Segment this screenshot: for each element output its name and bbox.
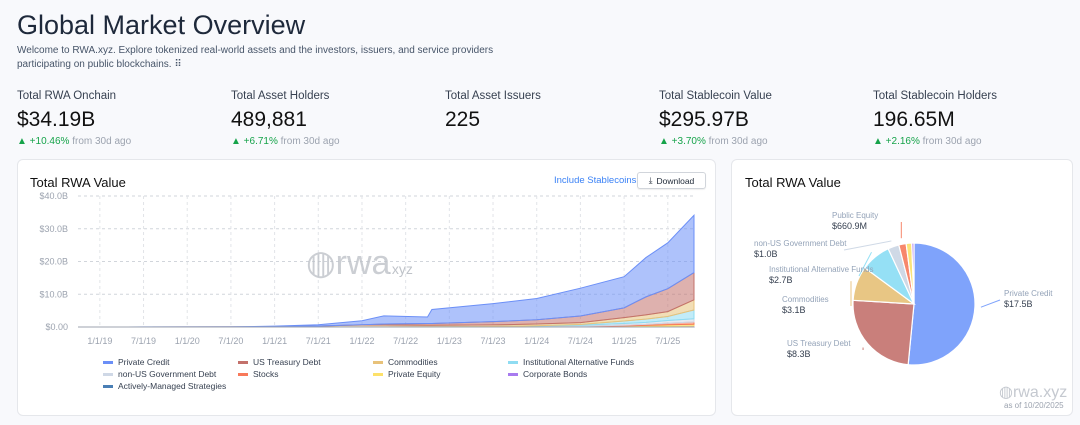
legend-swatch [373, 360, 383, 364]
stat-label: Total Stablecoin Value [659, 90, 772, 102]
stat-change: ▲ +2.16% from 30d ago [873, 136, 982, 147]
area-series-private-credit [77, 214, 695, 328]
pie-label-name: Commodities [782, 295, 829, 304]
x-tick-label: 1/1/22 [349, 336, 374, 346]
legend-swatch [238, 360, 248, 364]
legend-item[interactable]: Actively-Managed Strategies [103, 381, 226, 391]
x-tick-label: 7/1/25 [655, 336, 680, 346]
watermark-logo: ◍rwa.xyz [999, 384, 1068, 401]
page-title: Global Market Overview [17, 10, 306, 40]
legend-swatch [103, 372, 113, 376]
x-tick-label: 7/1/21 [306, 336, 331, 346]
legend-item[interactable]: Commodities [373, 357, 438, 367]
area-chart-title: Total RWA Value [30, 175, 126, 190]
legend-swatch [373, 372, 383, 376]
stat-label: Total Asset Holders [231, 90, 330, 102]
pie-slice [911, 242, 915, 305]
x-tick-label: 7/1/20 [218, 336, 243, 346]
legend-item[interactable]: US Treasury Debt [238, 357, 321, 367]
pie-label-value: $2.7B [769, 275, 793, 285]
legend-item[interactable]: Private Equity [373, 369, 440, 379]
watermark-suffix: .xyz [388, 261, 413, 277]
x-tick-label: 1/1/21 [262, 336, 287, 346]
pie-label-value: $3.1B [782, 305, 806, 315]
page-subtitle: Welcome to RWA.xyz. Explore tokenized re… [17, 45, 494, 70]
stat-value: $34.19B [17, 108, 96, 131]
x-tick-label: 7/1/23 [481, 336, 506, 346]
pie-label-value: $8.3B [787, 349, 811, 359]
pie-leader-line [858, 251, 872, 277]
legend-swatch [103, 384, 113, 388]
x-tick-label: 1/1/19 [87, 336, 112, 346]
stat-label: Total Stablecoin Holders [873, 90, 998, 102]
pie-slice [907, 242, 976, 366]
pie-leader-line [980, 299, 1001, 308]
pie-leader-line [843, 240, 892, 251]
pie-label-name: non-US Government Debt [754, 239, 847, 248]
stat-change: ▲ +3.70% from 30d ago [659, 136, 768, 147]
stat-label: Total RWA Onchain [17, 90, 117, 102]
y-tick-label: $0.00 [45, 322, 68, 332]
y-tick-label: $20.0B [39, 257, 68, 267]
x-tick-label: 7/1/24 [568, 336, 593, 346]
stat-3: Total Stablecoin Value $295.97B ▲ +3.70% f… [659, 90, 772, 147]
pie-label-name: Institutional Alternative Funds [769, 265, 874, 274]
stat-value: 225 [445, 108, 481, 131]
stat-4: Total Stablecoin Holders 196.65M ▲ +2.16% … [873, 90, 997, 147]
x-tick-label: 7/1/19 [131, 336, 156, 346]
stat-change: ▲ +10.46% from 30d ago [17, 136, 132, 147]
area-chart: $0.00 $10.0B $20.0B $30.0B $40.0B 1/1/19 7/1/1… [39, 191, 695, 346]
include-stablecoins-link[interactable]: Include Stablecoins [554, 175, 637, 186]
pie-label-value: $1.0B [754, 249, 778, 259]
pie-label-value: $17.5B [1004, 299, 1033, 309]
y-tick-label: $10.0B [39, 289, 68, 299]
x-tick-label: 1/1/23 [437, 336, 462, 346]
pie-slice [852, 299, 915, 366]
stat-2: Total Asset Issuers 225 [445, 90, 541, 132]
pie-chart: Private Credit$17.5B US Treasury Debt$8.3… [754, 211, 1053, 366]
y-tick-label: $40.0B [39, 191, 68, 201]
legend-swatch [508, 372, 518, 376]
stat-value: 489,881 [231, 108, 307, 131]
stat-label: Total Asset Issuers [445, 90, 541, 102]
legend-item[interactable]: non-US Government Debt [103, 369, 216, 379]
stat-change: ▲ +6.71% from 30d ago [231, 136, 340, 147]
area-chart-card: Total RWA Value Include Stablecoins ⤓ Dow… [17, 159, 716, 416]
x-tick-label: 1/1/25 [612, 336, 637, 346]
legend-item[interactable]: Private Credit [103, 357, 170, 367]
stat-1: Total Asset Holders 489,881 ▲ +6.71% from … [231, 90, 340, 147]
legend-swatch [103, 360, 113, 364]
stat-0: Total RWA Onchain $34.19B ▲ +10.46% from 3… [17, 90, 131, 147]
pie-chart-title: Total RWA Value [745, 175, 841, 190]
as-of-date: as of 10/20/2025 [1004, 401, 1064, 410]
legend-item[interactable]: Institutional Alternative Funds [508, 357, 634, 367]
pie-label-name: Private Credit [1004, 289, 1053, 298]
legend-swatch [508, 360, 518, 364]
legend-item[interactable]: Stocks [238, 369, 279, 379]
y-tick-label: $30.0B [39, 224, 68, 234]
legend-swatch [238, 372, 248, 376]
download-button[interactable]: ⤓ Download [637, 172, 706, 189]
pie-label-value: $660.9M [832, 221, 867, 231]
pie-label-name: Public Equity [832, 211, 878, 220]
legend-item[interactable]: Corporate Bonds [508, 369, 587, 379]
pie-label-name: US Treasury Debt [787, 339, 851, 348]
x-tick-label: 7/1/22 [393, 336, 418, 346]
pie-chart-card: Total RWA Value Private Credit $17.5B US T… [731, 159, 1073, 416]
x-tick-label: 1/1/20 [175, 336, 200, 346]
stat-value: 196.65M [873, 108, 955, 131]
download-icon: ⤓ [648, 175, 653, 185]
x-tick-label: 1/1/24 [524, 336, 549, 346]
stat-value: $295.97B [659, 108, 749, 131]
watermark-logo: ◍rwa [306, 244, 391, 282]
